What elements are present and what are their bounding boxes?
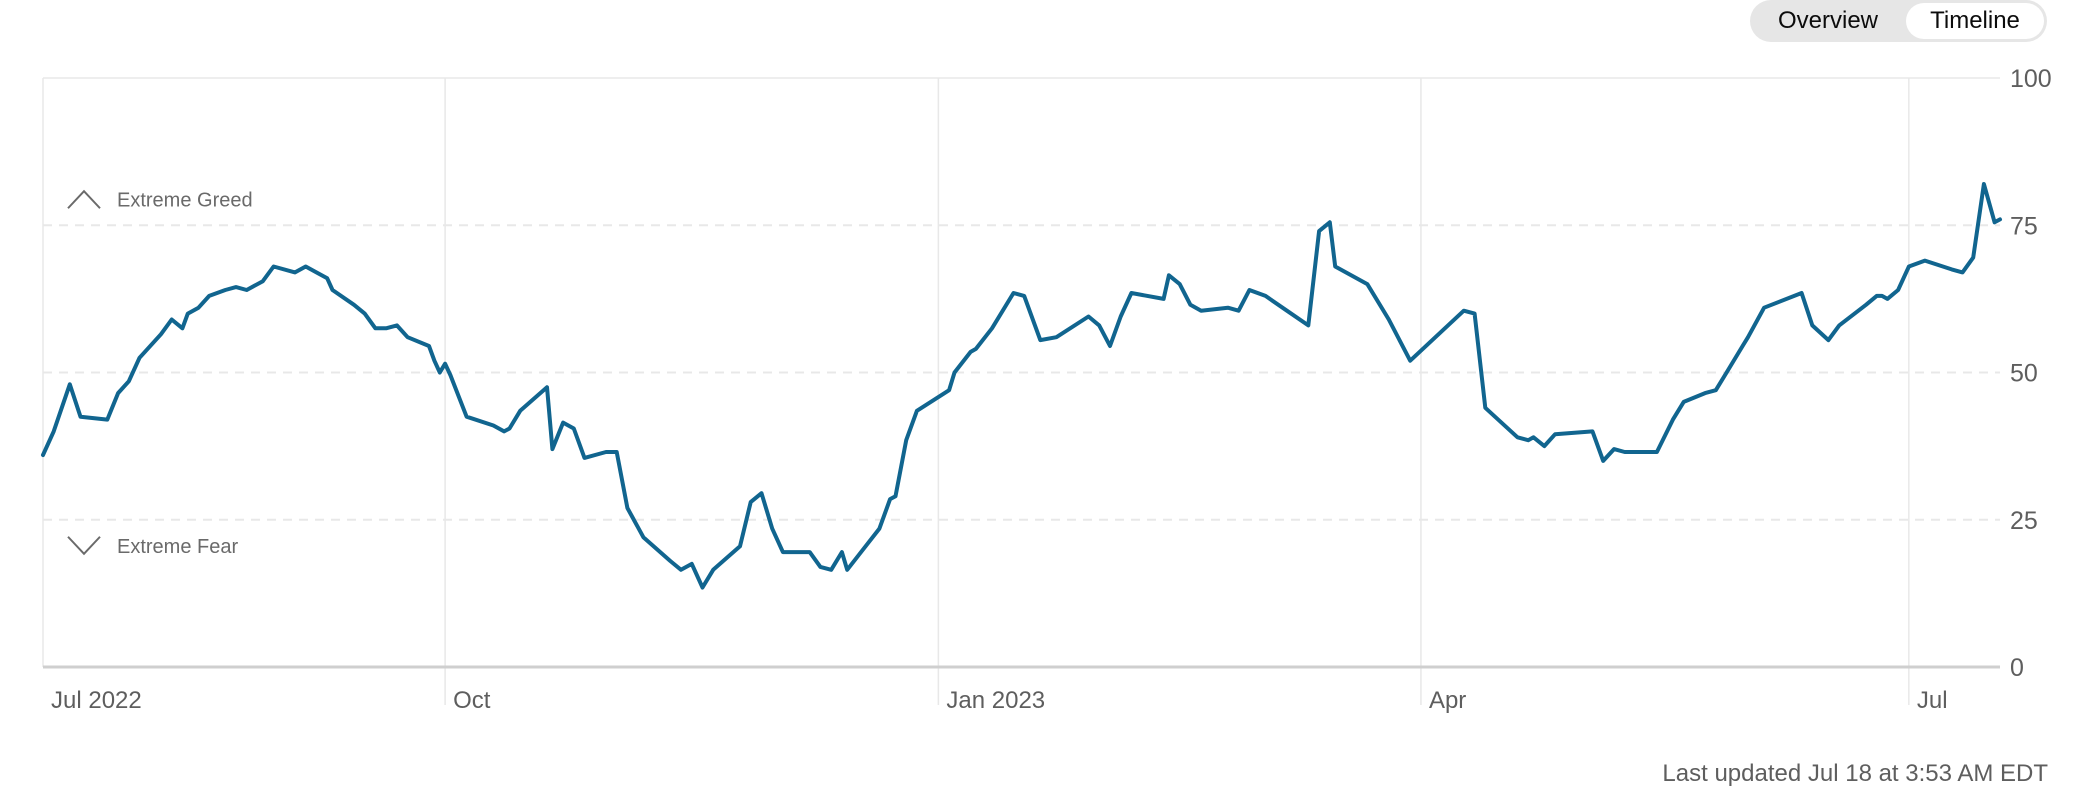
y-tick-label: 100 xyxy=(2010,65,2052,93)
x-tick-label: Oct xyxy=(453,687,491,714)
chevron-down-icon xyxy=(67,536,101,556)
x-tick-label: Apr xyxy=(1429,687,1466,714)
zone-label-text: Extreme Greed xyxy=(117,189,253,211)
x-tick-label: Jul 2022 xyxy=(51,687,142,714)
chevron-up-icon xyxy=(67,189,101,209)
series-line xyxy=(41,182,2002,590)
y-tick-label: 0 xyxy=(2010,654,2024,682)
view-toggle: Overview Timeline xyxy=(1750,0,2047,42)
y-tick-label: 25 xyxy=(2010,507,2038,535)
x-tick-label: Jul xyxy=(1917,687,1948,714)
timeline-tab[interactable]: Timeline xyxy=(1906,3,2044,39)
y-tick-label: 50 xyxy=(2010,360,2038,388)
fear-greed-timeline-chart: Extreme Greed Extreme Fear Jul 2022 Oct Jan… xyxy=(41,65,2052,714)
extreme-fear-label: Extreme Fear xyxy=(67,536,238,558)
last-updated-text: Last updated Jul 18 at 3:53 AM EDT xyxy=(1662,760,2048,787)
zone-label-text: Extreme Fear xyxy=(117,536,238,558)
extreme-greed-label: Extreme Greed xyxy=(67,189,253,211)
x-tick-label: Jan 2023 xyxy=(946,687,1045,714)
overview-tab[interactable]: Overview xyxy=(1777,7,1879,34)
y-tick-label: 75 xyxy=(2010,212,2038,240)
